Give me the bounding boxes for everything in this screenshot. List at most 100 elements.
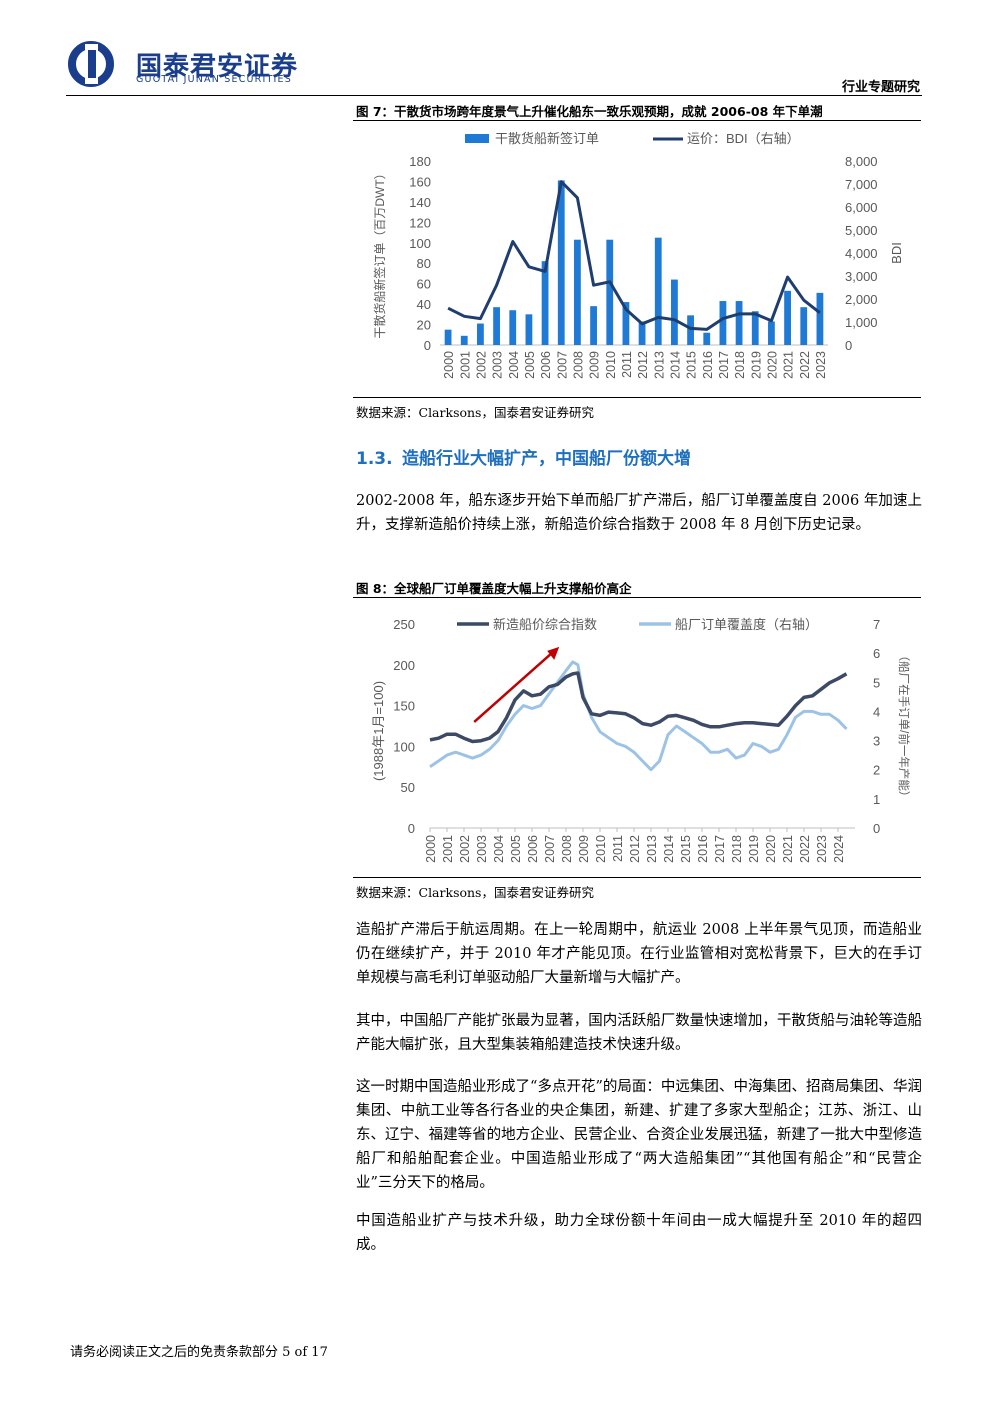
company-logo: 国泰君安证券 GUOTAI JUNAN SECURITIES [66, 40, 326, 90]
paragraph-5: 中国造船业扩产与技术升级，助力全球份额十年间由一成大幅提升至 2010 年的超四… [356, 1213, 922, 1253]
bar-2017 [719, 301, 727, 345]
legend-line-label: 运价：BDI（右轴） [687, 131, 800, 146]
y2-tick-label: 5 [873, 675, 880, 690]
y2-tick-label: 3 [873, 734, 880, 749]
y2-axis-title: （船厂在手订单/前一年产能） [897, 650, 911, 803]
bar-2011 [622, 302, 630, 345]
y2-tick-label: 5,000 [845, 223, 878, 238]
x-tick-label: 2015 [679, 835, 693, 863]
legend-price-label: 新造船价综合指数 [493, 617, 597, 632]
section-number: 1.3. [356, 449, 393, 469]
footer-disclaimer: 请务必阅读正文之后的免责条款部分 5 of 17 [70, 1345, 328, 1360]
figure7-chart: 干散货船新签订单 运价：BDI（右轴） 0 20 40 60 80 100 120 140 160 1… [372, 131, 904, 379]
figure8-source: 数据来源：Clarksons，国泰君安证券研究 [356, 885, 594, 900]
x-tick-label: 2007 [555, 351, 569, 379]
legend-coverage-label: 船厂订单覆盖度（右轴） [675, 617, 818, 632]
coverage-line [429, 660, 848, 772]
y-tick-label: 200 [393, 658, 415, 673]
y2-tick-label: 4,000 [845, 246, 878, 261]
bar-2008 [574, 239, 581, 345]
bar-2023 [816, 292, 824, 345]
bar-2018 [735, 301, 743, 345]
x-tick-label: 2018 [733, 351, 747, 379]
x-tick-label: 2022 [798, 351, 812, 379]
x-tick-label: 2021 [782, 351, 796, 379]
bar-2000 [444, 329, 452, 345]
section-title: 造船行业大幅扩产，中国船厂份额大增 [402, 449, 691, 469]
logo-name-en: GUOTAI JUNAN SECURITIES [136, 74, 292, 85]
x-tick-label: 2003 [491, 351, 505, 379]
x-tick-label: 2017 [717, 351, 731, 379]
y2-tick-label: 6 [873, 646, 880, 661]
x-tick-label: 2004 [507, 351, 521, 379]
x-tick-label: 2023 [815, 835, 829, 863]
y2-tick-label: 1,000 [845, 315, 878, 330]
x-tick-label: 2020 [765, 351, 779, 379]
paragraph-4: 这一时期中国造船业形成了“多点开花”的局面：中远集团、中海集团、招商局集团、华润… [356, 1079, 922, 1191]
x-tick-label: 2006 [539, 351, 553, 379]
y-tick-label: 60 [417, 277, 431, 292]
figure8-top-rule [353, 597, 921, 598]
figure7-top-rule [353, 120, 921, 121]
x-tick-label: 2019 [749, 351, 763, 379]
x-tick-label: 2000 [442, 351, 456, 379]
y-tick-label: 120 [409, 215, 431, 230]
y2-tick-label: 8,000 [845, 154, 878, 169]
y2-tick-label: 6,000 [845, 200, 878, 215]
x-tick-label: 2020 [764, 835, 778, 863]
x-tick-label: 2003 [475, 835, 489, 863]
header-divider [66, 95, 922, 96]
bar-2003 [493, 307, 500, 345]
x-tick-label: 2007 [543, 835, 557, 863]
x-tick-label: 2018 [730, 835, 744, 863]
y-tick-label: 140 [409, 195, 431, 210]
x-tick-label: 2010 [594, 835, 608, 863]
y2-tick-label: 0 [845, 338, 852, 353]
paragraph-1: 2002-2008 年，船东逐步开始下单而船厂扩产滞后，船厂订单覆盖度自 200… [356, 493, 922, 533]
y-axis-title: (1988年1月=100) [371, 681, 386, 781]
bar-2016 [703, 332, 711, 345]
x-tick-label: 2002 [458, 835, 472, 863]
y2-tick-label: 7 [873, 617, 880, 632]
y-tick-label: 80 [417, 256, 431, 271]
figure7-bottom-rule [353, 397, 921, 398]
x-tick-label: 2005 [523, 351, 537, 379]
y-tick-label: 150 [393, 699, 415, 714]
bar-2014 [671, 279, 678, 345]
y2-tick-label: 7,000 [845, 177, 878, 192]
trend-arrow-head [547, 646, 560, 660]
y2-tick-label: 3,000 [845, 269, 878, 284]
bar-2012 [638, 321, 646, 345]
x-tick-label: 2010 [604, 351, 618, 379]
y-tick-label: 160 [409, 174, 431, 189]
y2-tick-label: 1 [873, 792, 880, 807]
x-tick-label: 2002 [474, 351, 488, 379]
x-tick-label: 2014 [662, 835, 676, 863]
x-tick-label: 2001 [441, 835, 455, 863]
x-tick-label: 2012 [636, 351, 650, 379]
bar-2004 [509, 310, 517, 345]
x-tick-label: 2001 [458, 351, 472, 379]
x-tick-label: 2008 [571, 351, 585, 379]
x-tick-label: 2004 [492, 835, 506, 863]
x-tick-label: 2014 [668, 351, 682, 379]
x-tick-label: 2012 [628, 835, 642, 863]
y-axis-title: 干散货船新签订单（百万DWT） [372, 167, 387, 338]
figure8-title: 图 8：全球船厂订单覆盖度大幅上升支撑船价高企 [356, 581, 632, 596]
report-type: 行业专题研究 [841, 80, 920, 95]
x-tick-label: 2022 [798, 835, 812, 863]
x-tick-label: 2009 [577, 835, 591, 863]
y2-tick-label: 2 [873, 763, 880, 778]
section-heading: 1.3. 造船行业大幅扩产，中国船厂份额大增 [356, 444, 691, 469]
x-tick-label: 2013 [645, 835, 659, 863]
y-tick-label: 100 [409, 236, 431, 251]
y2-axis-title: BDI [889, 242, 904, 264]
legend-bar-swatch [465, 134, 489, 143]
x-tick-label: 2011 [611, 835, 625, 862]
bar-2001 [460, 335, 468, 345]
logo-name-cn: 国泰君安证券 [136, 52, 299, 82]
x-tick-label: 2000 [424, 835, 438, 863]
y-tick-label: 100 [393, 739, 415, 754]
x-tick-label: 2021 [781, 835, 795, 863]
y-tick-label: 40 [417, 297, 431, 312]
